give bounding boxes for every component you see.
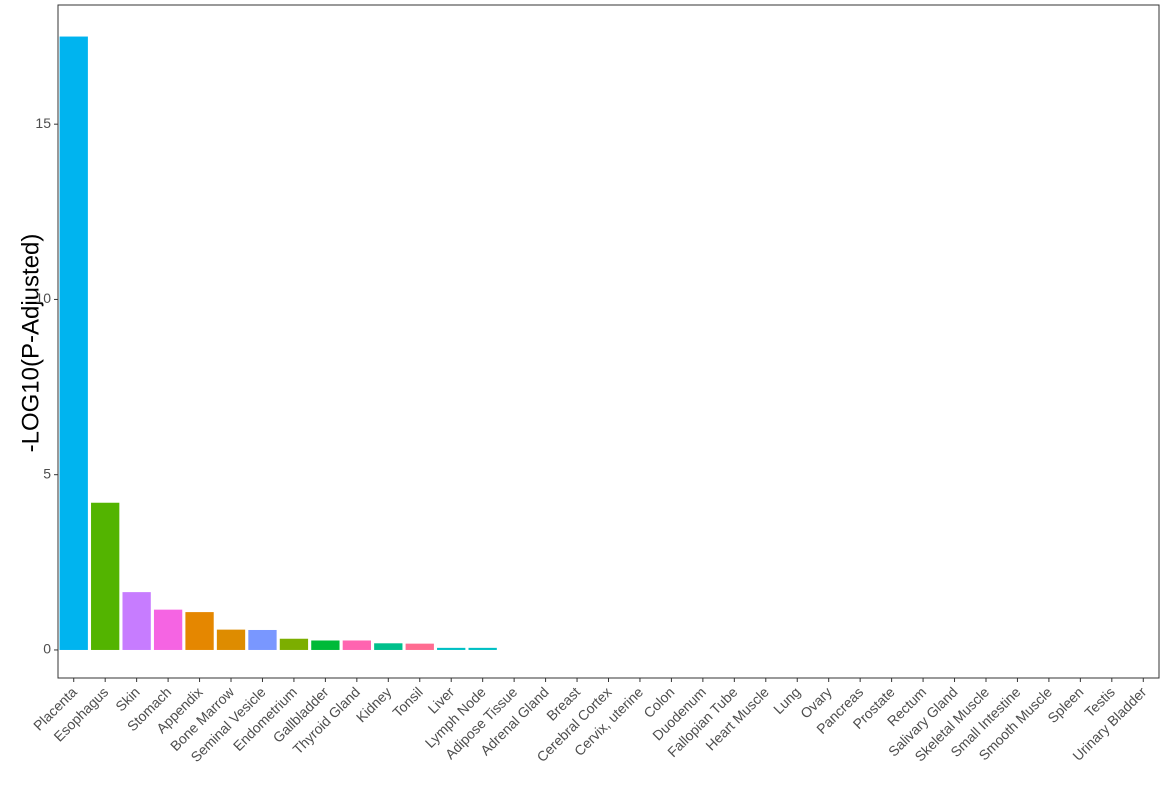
x-tick-label: Spleen xyxy=(1044,684,1086,726)
bar-appendix xyxy=(185,612,214,650)
y-axis-title: -LOG10(P-Adjusted) xyxy=(17,234,44,453)
bar-lymph-node xyxy=(468,647,497,650)
bar-liver xyxy=(437,647,466,650)
bar-seminal-vesicle xyxy=(248,629,277,650)
y-axis: 0 5 10 15 xyxy=(35,115,58,657)
bar-gallbladder xyxy=(311,640,340,650)
y-tick-label: 5 xyxy=(43,465,51,481)
y-tick-label: 0 xyxy=(43,641,51,657)
y-tick-label: 15 xyxy=(35,115,51,131)
bar-placenta xyxy=(59,36,88,650)
bar-esophagus xyxy=(91,502,120,650)
bars-group xyxy=(59,36,497,650)
bar-tonsil xyxy=(405,643,434,650)
bar-bone-marrow xyxy=(216,629,246,650)
bar-skin xyxy=(122,592,151,650)
x-tick-label: Tonsil xyxy=(389,684,426,721)
x-tick-label: Kidney xyxy=(353,684,395,726)
bar-stomach xyxy=(153,609,183,650)
bar-kidney xyxy=(374,643,403,650)
y-tick-label: 10 xyxy=(35,290,51,306)
bar-endometrium xyxy=(279,638,309,650)
bar-thyroid-gland xyxy=(342,640,371,650)
plot-panel-border xyxy=(57,4,1160,679)
